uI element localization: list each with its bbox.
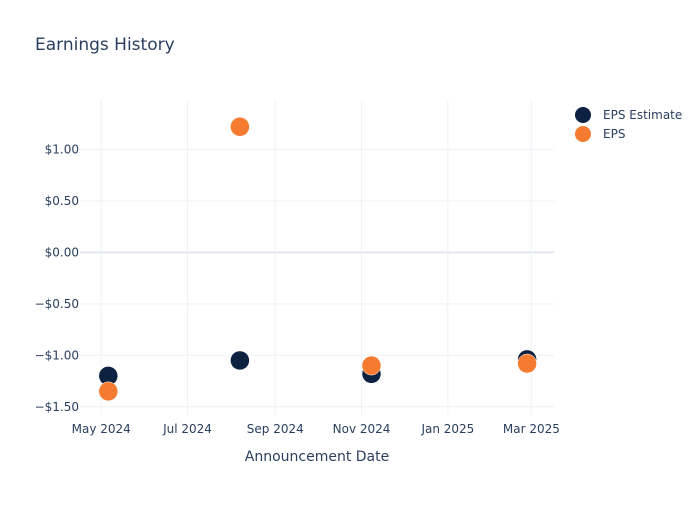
y-tick-label: $0.50 <box>45 194 79 208</box>
x-tick-label: Jul 2024 <box>162 422 212 436</box>
x-axis-label: Announcement Date <box>245 449 389 465</box>
legend-item-eps[interactable]: EPS <box>575 126 625 142</box>
eps-point[interactable] <box>230 117 250 137</box>
legend-marker <box>575 107 591 123</box>
x-tick-label: May 2024 <box>72 422 131 436</box>
eps-point[interactable] <box>361 355 382 376</box>
eps-point[interactable] <box>517 353 537 374</box>
x-tick-label: Jan 2025 <box>420 422 474 436</box>
x-axis-ticks: May 2024 Jul 2024 Sep 2024 Nov 2024 Jan 2025… <box>72 422 560 436</box>
x-tick-label: Mar 2025 <box>503 422 560 436</box>
data-points <box>98 117 537 402</box>
y-tick-label: −$0.50 <box>35 297 79 311</box>
legend[interactable]: EPS Estimate EPS <box>575 107 682 142</box>
y-tick-label: −$1.50 <box>35 400 79 414</box>
y-tick-label: $1.00 <box>45 142 79 156</box>
x-tick-label: Sep 2024 <box>247 422 304 436</box>
y-tick-label: $0.00 <box>45 245 79 259</box>
legend-item-eps-estimate[interactable]: EPS Estimate <box>575 107 682 123</box>
y-axis-ticks: $1.00 $0.50 $0.00 −$0.50 −$1.00 −$1.50 <box>35 142 79 413</box>
eps-point[interactable] <box>98 381 119 402</box>
legend-label: EPS <box>603 127 625 141</box>
eps-estimate-point[interactable] <box>230 350 250 371</box>
x-tick-label: Nov 2024 <box>333 422 391 436</box>
y-tick-label: −$1.00 <box>35 348 79 362</box>
legend-marker <box>575 126 591 142</box>
chart-title: Earnings History <box>35 35 175 55</box>
legend-label: EPS Estimate <box>603 108 682 122</box>
grid <box>80 100 554 415</box>
